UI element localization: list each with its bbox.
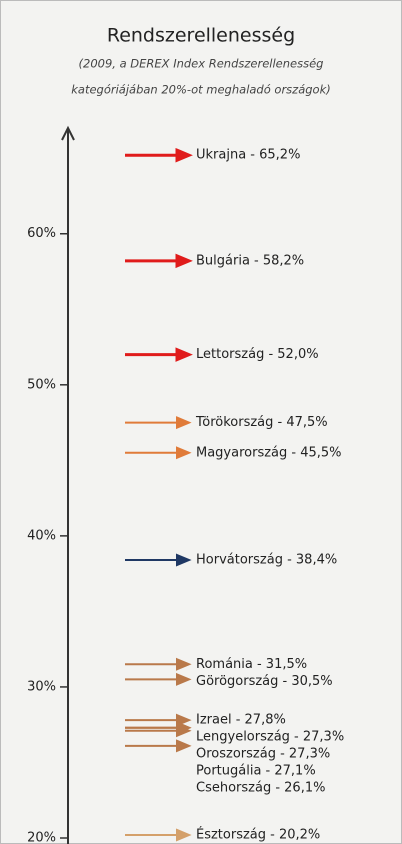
arrow	[125, 416, 192, 430]
data-label: Magyarország - 45,5%	[196, 445, 342, 460]
arrow	[125, 739, 192, 753]
data-label: Lengyelország - 27,3%	[196, 730, 344, 745]
data-label: Észtország - 20,2%	[196, 826, 320, 842]
data-label: Csehország - 26,1%	[196, 781, 325, 796]
data-label: Portugália - 27,1%	[196, 764, 316, 779]
arrow	[125, 724, 192, 738]
arrow	[125, 347, 193, 362]
y-tick-label: 60%	[27, 226, 56, 241]
y-tick-label: 50%	[27, 377, 56, 392]
subtitle: kategóriájában 20%-ot meghaladó országok…	[71, 83, 331, 97]
data-label: Ukrajna - 65,2%	[196, 148, 300, 163]
data-label: Lettország - 52,0%	[196, 347, 319, 362]
arrow	[125, 253, 193, 269]
data-label: Törökország - 47,5%	[195, 415, 328, 430]
arrow	[125, 446, 192, 460]
arrow	[125, 672, 192, 686]
arrow	[125, 828, 192, 842]
chart-title: Rendszerellenesség	[107, 25, 295, 47]
data-label: Görögország - 30,5%	[196, 674, 333, 689]
data-label: Románia - 31,5%	[196, 657, 307, 672]
y-tick-label: 40%	[27, 528, 56, 543]
subtitle: (2009, a DEREX Index Rendszerellenesség	[79, 57, 324, 71]
data-label: Izrael - 27,8%	[196, 713, 286, 728]
axis	[61, 125, 75, 844]
arrow	[125, 147, 193, 163]
arrow	[125, 713, 192, 727]
data-label: Bulgária - 58,2%	[196, 253, 304, 268]
y-tick-label: 30%	[27, 679, 56, 694]
data-label: Horvátország - 38,4%	[196, 553, 337, 568]
arrow	[125, 657, 192, 671]
y-tick-label: 20%	[27, 831, 56, 844]
data-label: Oroszország - 27,3%	[196, 747, 330, 762]
arrow	[125, 553, 192, 567]
